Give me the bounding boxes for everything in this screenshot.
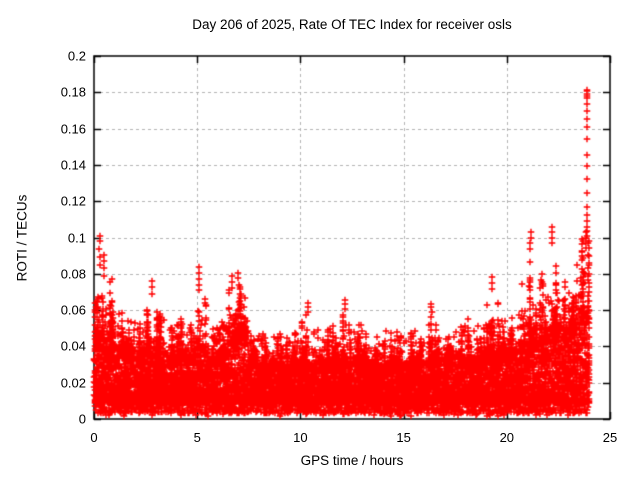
chart-title: Day 206 of 2025, Rate Of TEC Index for r… — [192, 17, 512, 32]
x-tick-label: 10 — [293, 430, 308, 445]
y-tick-label: 0.06 — [60, 302, 86, 318]
x-tick-label: 5 — [193, 430, 201, 445]
y-tick-label: 0 — [78, 411, 86, 427]
y-axis-label: ROTI / TECUs — [14, 194, 30, 282]
x-tick-label: 15 — [396, 430, 411, 445]
x-tick-label: 0 — [90, 430, 98, 445]
y-tick-label: 0.04 — [60, 338, 86, 354]
y-tick-label: 0.1 — [67, 230, 86, 245]
y-tick-label: 0.2 — [67, 48, 86, 64]
y-tick-label: 0.16 — [60, 121, 86, 137]
y-tick-label: 0.14 — [60, 157, 86, 173]
y-tick-label: 0.18 — [60, 84, 86, 100]
x-axis-label: GPS time / hours — [300, 453, 404, 468]
y-tick-label: 0.02 — [60, 375, 86, 391]
y-tick-label: 0.12 — [60, 193, 86, 209]
x-tick-label: 25 — [602, 430, 618, 445]
y-tick-label: 0.08 — [60, 266, 86, 282]
x-tick-label: 20 — [499, 430, 515, 445]
